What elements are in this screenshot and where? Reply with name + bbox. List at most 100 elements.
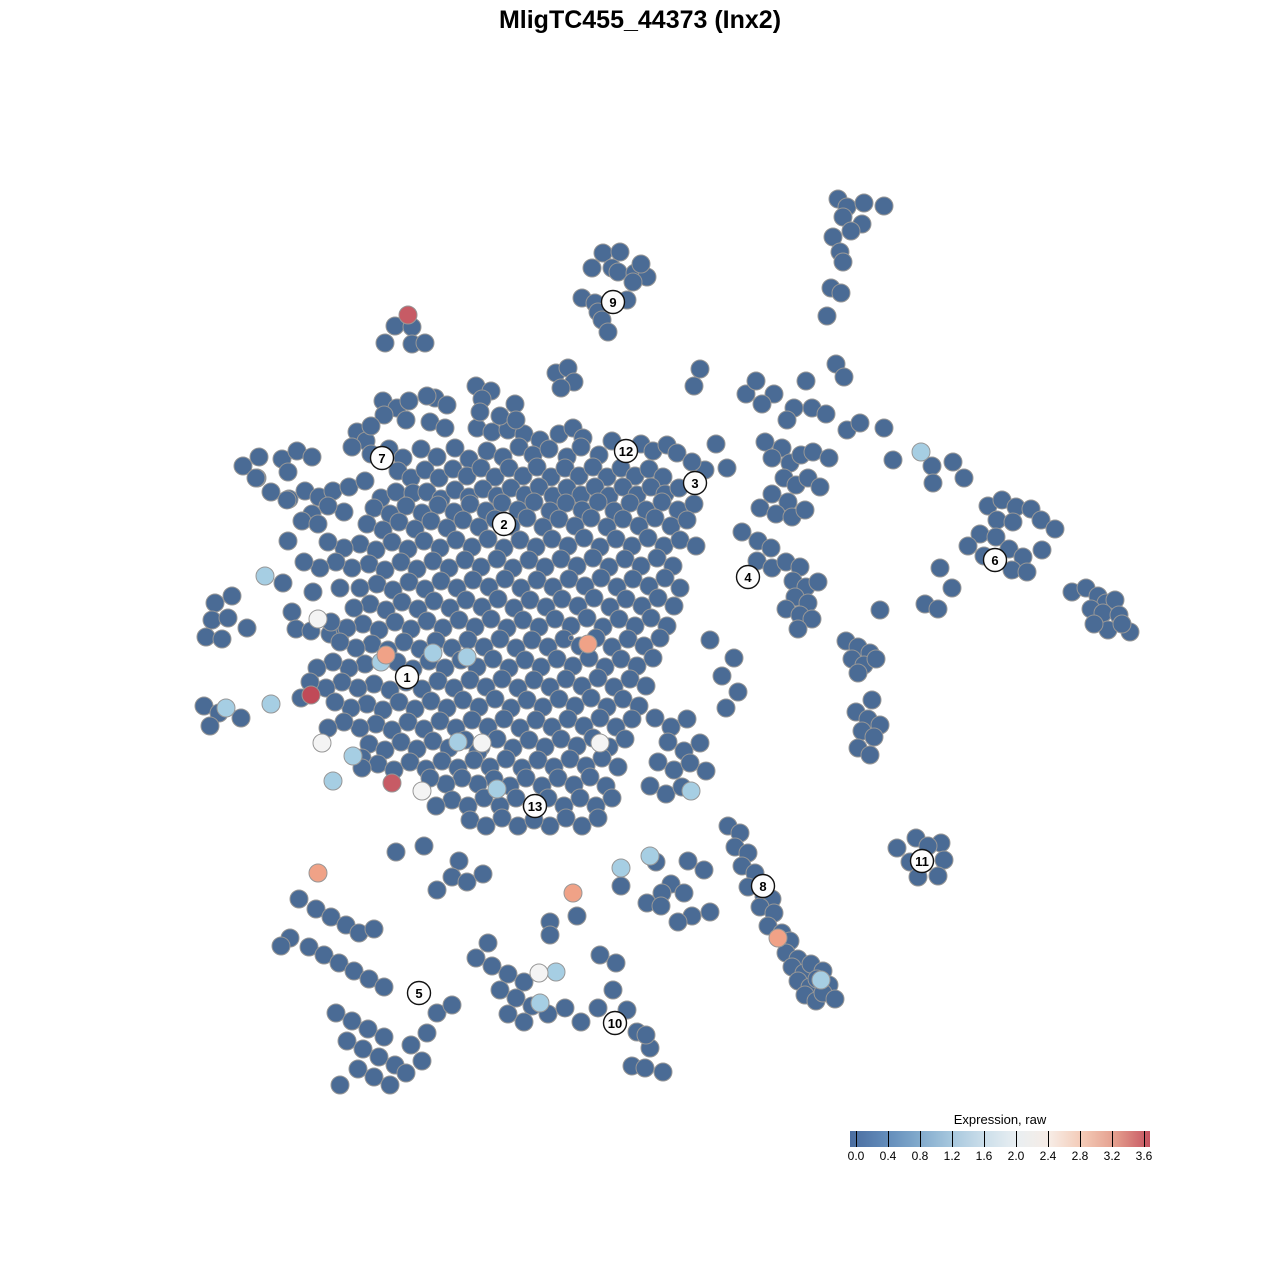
- data-point-dark: [850, 413, 870, 433]
- data-point-dark: [437, 395, 457, 415]
- data-point-dark: [717, 458, 737, 478]
- data-point-dark: [435, 418, 455, 438]
- data-point-dark: [222, 586, 242, 606]
- data-point-dark: [421, 511, 441, 531]
- data-point-dark: [421, 691, 441, 711]
- data-point-salmon: [563, 883, 583, 903]
- data-point-dark: [508, 816, 528, 836]
- data-point-dark: [368, 754, 388, 774]
- data-point-dark: [321, 907, 341, 927]
- data-point-dark: [618, 629, 638, 649]
- data-point-dark: [874, 418, 894, 438]
- data-point-dark: [677, 510, 697, 530]
- data-point-dark: [640, 776, 660, 796]
- data-point-dark: [246, 468, 266, 488]
- data-point-dark: [580, 767, 600, 787]
- data-point-dark: [414, 531, 434, 551]
- legend-tick-mark: [1144, 1131, 1145, 1147]
- data-point-dark: [396, 410, 416, 430]
- data-point-dark: [581, 688, 601, 708]
- data-point-dark: [446, 530, 466, 550]
- data-point-dark: [588, 492, 608, 512]
- data-point-dark: [658, 732, 678, 752]
- data-point-dark: [330, 1075, 350, 1095]
- data-point-dark: [329, 953, 349, 973]
- data-point-dark: [1112, 614, 1132, 634]
- data-point-dark: [613, 509, 633, 529]
- legend-tick-mark: [888, 1131, 889, 1147]
- data-point-dark: [361, 416, 381, 436]
- cluster-label-text: 3: [691, 476, 698, 491]
- data-point-dark: [694, 860, 714, 880]
- data-point-dark: [825, 989, 845, 1009]
- data-point-dark: [854, 193, 874, 213]
- data-point-dark: [460, 494, 480, 514]
- cluster-label-circle: [602, 1010, 628, 1036]
- data-point-dark: [485, 689, 505, 709]
- data-point-dark: [569, 466, 589, 486]
- data-point-red: [382, 773, 402, 793]
- data-point-dark: [337, 1031, 357, 1051]
- data-point-dark: [874, 196, 894, 216]
- data-point-dark: [696, 761, 716, 781]
- data-point-dark: [540, 816, 560, 836]
- data-point-dark: [732, 522, 752, 542]
- data-point-dark: [458, 630, 478, 650]
- data-point-dark: [325, 692, 345, 712]
- data-point-dark: [736, 384, 756, 404]
- data-point-dark: [611, 649, 631, 669]
- data-point-dark: [495, 569, 515, 589]
- legend-tick-label: 0.8: [911, 1149, 929, 1163]
- data-point-dark: [350, 718, 370, 738]
- data-point-dark: [762, 484, 782, 504]
- data-point-dark: [942, 578, 962, 598]
- data-point-dark: [883, 450, 903, 470]
- data-point-dark: [417, 386, 437, 406]
- data-point-dark: [460, 810, 480, 830]
- data-point-light_blue: [261, 694, 281, 714]
- data-point-dark: [455, 550, 475, 570]
- data-point-dark: [278, 462, 298, 482]
- data-point-light_blue: [681, 781, 701, 801]
- data-point-dark: [638, 528, 658, 548]
- data-point-dark: [453, 510, 473, 530]
- data-point-dark: [490, 980, 510, 1000]
- data-point-dark: [506, 988, 526, 1008]
- data-point-dark: [664, 760, 684, 780]
- data-point-dark: [427, 1003, 447, 1023]
- data-point-dark: [506, 788, 526, 808]
- data-point-dark: [641, 608, 661, 628]
- data-point-dark: [364, 1067, 384, 1087]
- legend-tick-label: 3.2: [1103, 1149, 1121, 1163]
- data-point-dark: [374, 977, 394, 997]
- data-point-dark: [442, 995, 462, 1015]
- data-point-dark: [344, 598, 364, 618]
- cluster-label-text: 1: [403, 670, 410, 685]
- data-point-dark: [606, 953, 626, 973]
- data-point-dark: [399, 572, 419, 592]
- data-point-dark: [803, 442, 823, 462]
- data-point-dark: [1032, 540, 1052, 560]
- data-point-dark: [584, 588, 604, 608]
- cluster-label-text: 10: [608, 1016, 622, 1031]
- data-point-dark: [645, 708, 665, 728]
- data-point-dark: [391, 732, 411, 752]
- data-point-dark: [524, 670, 544, 690]
- data-point-dark: [954, 468, 974, 488]
- data-point-dark: [958, 536, 978, 556]
- data-point-dark: [398, 712, 418, 732]
- data-point-dark: [357, 514, 377, 534]
- data-point-dark: [510, 530, 530, 550]
- data-point-dark: [560, 749, 580, 769]
- data-point-dark: [392, 592, 412, 612]
- data-point-dark: [514, 1012, 534, 1032]
- data-point-dark: [456, 590, 476, 610]
- data-point-dark: [517, 508, 537, 528]
- data-point-dark: [528, 750, 548, 770]
- data-point-dark: [360, 594, 380, 614]
- data-point-dark: [391, 552, 411, 572]
- cluster-label-text: 12: [619, 444, 633, 459]
- data-point-dark: [308, 514, 328, 534]
- data-point-dark: [498, 1004, 518, 1024]
